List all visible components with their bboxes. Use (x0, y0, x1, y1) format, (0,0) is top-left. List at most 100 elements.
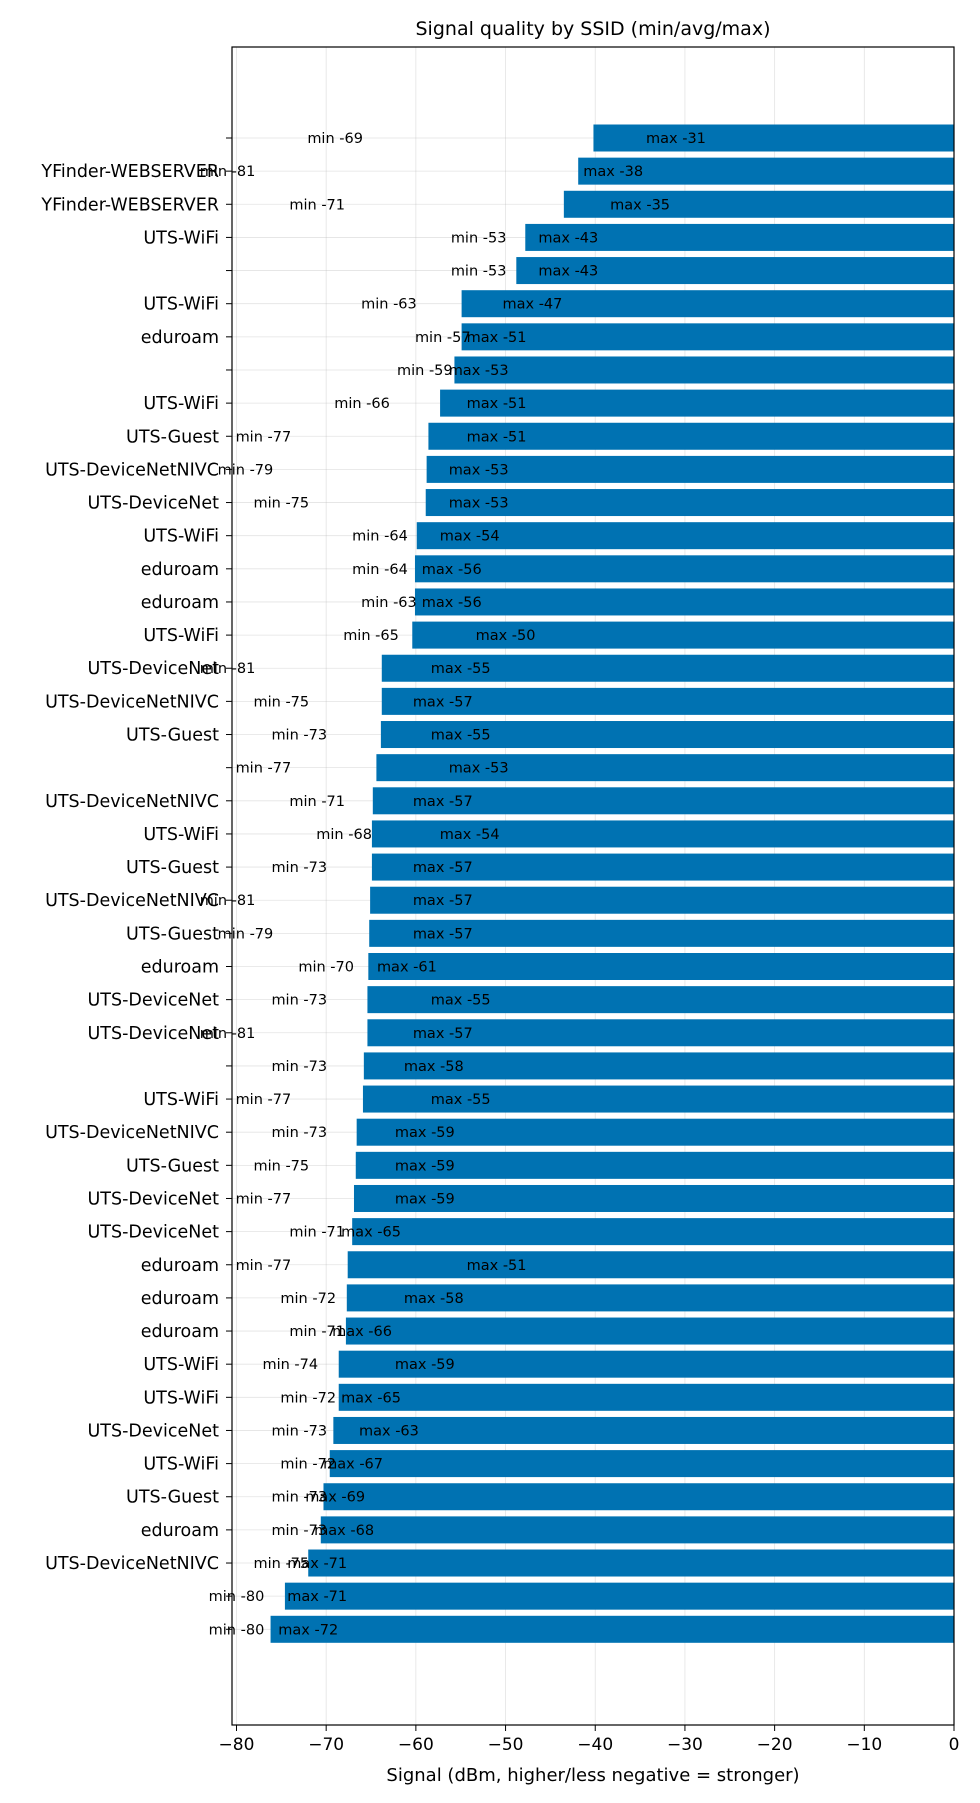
y-tick-label: UTS-DeviceNet (88, 1189, 220, 1209)
avg-signal-bar (428, 422, 954, 450)
avg-signal-bar (381, 654, 954, 682)
max-value-label: max -43 (538, 264, 598, 280)
max-value-label: max -56 (422, 562, 482, 578)
min-value-label: min -53 (451, 230, 507, 246)
max-value-label: max -68 (314, 1523, 374, 1539)
y-tick-label: UTS-WiFi (143, 295, 219, 315)
min-value-label: min -66 (334, 396, 390, 412)
min-value-label: min -64 (352, 562, 408, 578)
y-tick-label: eduroam (141, 1256, 219, 1276)
min-value-label: min -81 (200, 1026, 256, 1042)
min-value-label: min -63 (361, 595, 417, 611)
avg-signal-bar (369, 919, 954, 947)
min-value-label: min -75 (254, 496, 310, 512)
y-tick-label: UTS-DeviceNet (88, 1024, 220, 1044)
avg-signal-bar (412, 621, 955, 649)
min-value-label: min -77 (236, 1258, 292, 1274)
max-value-label: max -55 (431, 993, 491, 1009)
min-value-label: min -79 (218, 926, 274, 942)
min-value-label: min -63 (361, 297, 417, 313)
y-tick-label: eduroam (141, 958, 219, 978)
max-value-label: max -59 (395, 1357, 455, 1373)
min-value-label: min -64 (352, 529, 408, 545)
x-tick-label: −20 (757, 1735, 793, 1755)
min-value-label: min -65 (343, 628, 399, 644)
max-value-label: max -57 (413, 1026, 473, 1042)
max-value-label: max -56 (422, 595, 482, 611)
min-value-label: min -73 (271, 1523, 327, 1539)
max-value-label: max -51 (467, 330, 527, 346)
max-value-label: max -54 (440, 827, 500, 843)
avg-signal-bar (345, 1317, 954, 1345)
axis-ticks: −80 −70 −60 −50 −40 −30 −20 −10 0 YFinder-WEBSERV… (40, 137, 960, 1755)
max-value-label: max -57 (413, 893, 473, 909)
avg-signal-bar (376, 754, 954, 782)
avg-signal-bar (425, 489, 954, 517)
avg-signal-bar (380, 721, 954, 749)
avg-signal-bar (308, 1549, 954, 1577)
y-tick-label: UTS-Guest (126, 924, 219, 944)
min-value-label: min -75 (254, 1158, 310, 1174)
max-value-label: max -58 (404, 1059, 464, 1075)
min-value-label: min -79 (218, 462, 274, 478)
x-tick-label: 0 (949, 1735, 960, 1755)
max-value-label: max -63 (359, 1423, 419, 1439)
avg-signal-bar (333, 1416, 954, 1444)
max-value-label: max -53 (449, 761, 509, 777)
max-value-label: max -51 (467, 1258, 527, 1274)
min-value-label: min -77 (236, 429, 292, 445)
y-tick-label: eduroam (141, 328, 219, 348)
max-value-label: max -55 (431, 1092, 491, 1108)
avg-signal-bar (270, 1615, 954, 1643)
avg-signal-bar (416, 522, 954, 550)
avg-signal-bar (338, 1350, 954, 1378)
avg-signal-bar (371, 820, 954, 848)
avg-signal-bar (368, 953, 954, 980)
max-value-label: max -55 (431, 728, 491, 744)
y-tick-label: UTS-Guest (126, 726, 219, 746)
y-tick-label: UTS-WiFi (143, 1388, 219, 1408)
min-value-label: min -75 (254, 1556, 310, 1572)
avg-signal-bar (461, 290, 954, 318)
y-tick-label: UTS-DeviceNet (88, 991, 220, 1011)
x-tick-label: −80 (219, 1735, 255, 1755)
min-value-label: min -69 (307, 131, 363, 147)
y-tick-label: eduroam (141, 1322, 219, 1342)
min-value-label: min -81 (200, 893, 256, 909)
avg-signal-bar (355, 1151, 954, 1179)
y-tick-label: eduroam (141, 1521, 219, 1541)
max-value-label: max -72 (278, 1622, 338, 1638)
avg-signal-bar (338, 1383, 954, 1411)
max-value-label: max -53 (449, 363, 509, 379)
max-value-label: max -57 (413, 926, 473, 942)
min-value-label: min -81 (200, 661, 256, 677)
y-tick-label: UTS-DeviceNet (88, 659, 220, 679)
avg-signal-bar (284, 1582, 955, 1610)
y-tick-label: YFinder-WEBSERVER (40, 195, 219, 215)
min-value-label: min -73 (271, 1490, 327, 1506)
y-tick-label: UTS-WiFi (143, 1455, 219, 1475)
avg-signal-bar (320, 1516, 954, 1544)
min-value-label: min -73 (271, 1125, 327, 1141)
min-value-label: min -73 (271, 1059, 327, 1075)
max-value-label: max -50 (476, 628, 536, 644)
min-value-label: min -53 (451, 264, 507, 280)
y-tick-label: eduroam (141, 593, 219, 613)
avg-signal-bar (381, 687, 954, 715)
max-value-label: max -59 (395, 1191, 455, 1207)
y-tick-label: UTS-Guest (126, 858, 219, 878)
avg-signal-bar (329, 1450, 955, 1478)
avg-signal-bar (367, 986, 955, 1014)
y-tick-label: UTS-WiFi (143, 394, 219, 414)
avg-signal-bar (363, 1052, 954, 1080)
avg-signal-bar (352, 1218, 954, 1246)
max-value-label: max -53 (449, 462, 509, 478)
min-value-label: min -70 (298, 960, 354, 976)
avg-signal-bar (461, 323, 954, 351)
max-value-label: max -65 (341, 1225, 401, 1241)
y-tick-label: UTS-DeviceNet (88, 1223, 220, 1243)
avg-signal-bar (414, 588, 955, 616)
avg-signal-bar (516, 257, 954, 285)
min-value-label: min -80 (209, 1589, 265, 1605)
bars (270, 124, 955, 1643)
